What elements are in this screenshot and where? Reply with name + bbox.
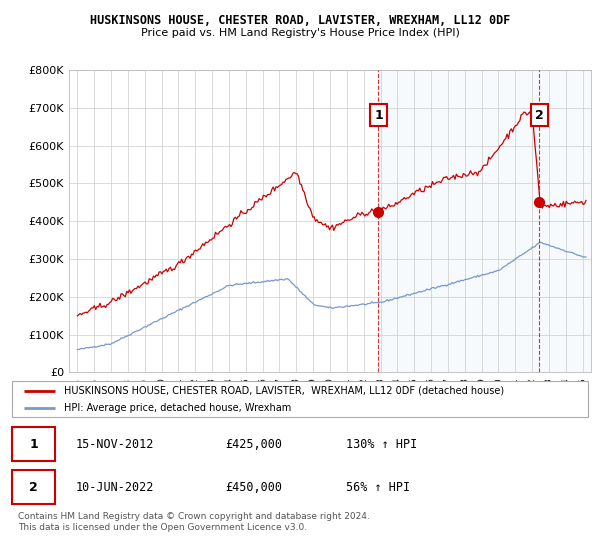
Text: 1: 1 [29, 438, 38, 451]
Text: 2: 2 [29, 480, 38, 493]
Bar [379, 70, 591, 372]
Text: 56% ↑ HPI: 56% ↑ HPI [346, 480, 410, 493]
Text: £425,000: £425,000 [225, 438, 282, 451]
Text: HUSKINSONS HOUSE, CHESTER ROAD, LAVISTER, WREXHAM, LL12 0DF: HUSKINSONS HOUSE, CHESTER ROAD, LAVISTER… [90, 14, 510, 27]
Text: HUSKINSONS HOUSE, CHESTER ROAD, LAVISTER,  WREXHAM, LL12 0DF (detached house): HUSKINSONS HOUSE, CHESTER ROAD, LAVISTER… [64, 386, 504, 395]
Text: 10-JUN-2022: 10-JUN-2022 [76, 480, 154, 493]
FancyBboxPatch shape [12, 427, 55, 461]
Text: £450,000: £450,000 [225, 480, 282, 493]
Text: 1: 1 [374, 109, 383, 122]
Text: 15-NOV-2012: 15-NOV-2012 [76, 438, 154, 451]
Text: 130% ↑ HPI: 130% ↑ HPI [346, 438, 418, 451]
FancyBboxPatch shape [12, 470, 55, 504]
Text: HPI: Average price, detached house, Wrexham: HPI: Average price, detached house, Wrex… [64, 403, 291, 413]
Text: Contains HM Land Registry data © Crown copyright and database right 2024.
This d: Contains HM Land Registry data © Crown c… [18, 512, 370, 532]
Text: Price paid vs. HM Land Registry's House Price Index (HPI): Price paid vs. HM Land Registry's House … [140, 28, 460, 38]
Text: 2: 2 [535, 109, 544, 122]
